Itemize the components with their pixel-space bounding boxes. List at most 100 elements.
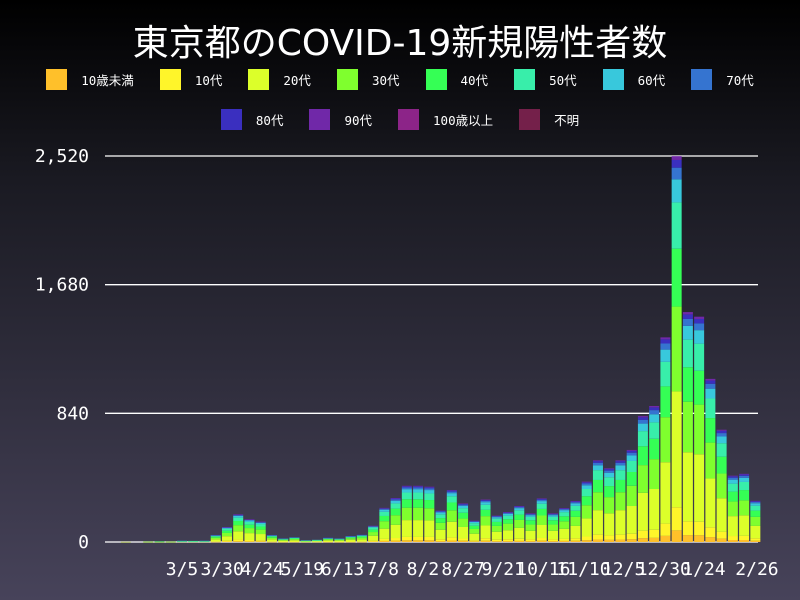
bar-segment: [278, 539, 289, 541]
bar-segment: [592, 462, 603, 466]
bar-segment: [424, 500, 435, 509]
x-tick-label: 5/19: [281, 559, 324, 580]
bar-segment: [424, 490, 435, 494]
bar-segment: [177, 540, 187, 542]
bar-segment: [368, 529, 379, 533]
bar-segment: [469, 528, 480, 534]
bar-segment: [458, 538, 469, 541]
bar-segment: [570, 505, 581, 511]
bar-segment: [626, 533, 637, 540]
bar-segment: [345, 537, 356, 539]
bar-segment: [323, 539, 334, 541]
bar-segment: [682, 314, 693, 319]
bar-segment: [120, 541, 131, 543]
bar-segment: [660, 339, 671, 344]
bar-segment: [694, 318, 705, 324]
legend-item: 80代: [220, 109, 283, 130]
bar-segment: [278, 541, 289, 543]
bar-segment: [536, 499, 547, 502]
bar-segment: [311, 539, 322, 541]
bar-segment: [356, 537, 367, 540]
bar-segment: [469, 541, 480, 542]
bar-segment: [547, 520, 558, 525]
bar-segment: [469, 521, 480, 524]
bar-segment: [244, 520, 255, 522]
bar-segment: [233, 541, 244, 542]
bar-segment: [379, 508, 390, 509]
bar-segment: [559, 538, 570, 541]
x-tick-label: 3/30: [200, 559, 243, 580]
bar-segment: [199, 541, 210, 543]
bar-segment: [390, 538, 401, 541]
bar-segment: [356, 534, 367, 536]
bar-segment: [368, 527, 379, 530]
bar-segment: [255, 524, 266, 527]
bar-segment: [694, 330, 705, 344]
bar-segment: [345, 539, 356, 542]
bar-segment: [401, 485, 412, 487]
bar-segment: [458, 512, 469, 519]
legend-label: 10歳未満: [81, 73, 134, 88]
bar-segment: [379, 540, 390, 542]
bar-segment: [390, 499, 401, 501]
bar-segment: [368, 541, 379, 543]
bar-segment: [547, 516, 558, 521]
bar-segment: [379, 511, 390, 516]
bar-segment: [435, 539, 446, 542]
bar-segment: [233, 539, 244, 542]
bar-segment: [334, 539, 345, 541]
chart-title: 東京都のCOVID-19新規陽性者数: [132, 23, 668, 64]
bar-segment: [559, 510, 570, 513]
bar-segment: [547, 513, 558, 514]
legend-swatch: [425, 69, 447, 90]
bar-segment: [458, 526, 469, 539]
bar-segment: [592, 510, 603, 535]
bar-segment: [649, 459, 660, 490]
bar-segment: [244, 528, 255, 534]
bar-segment: [435, 510, 446, 512]
bar-segment: [458, 540, 469, 542]
bar-segment: [244, 541, 255, 542]
bar-segment: [311, 541, 322, 542]
bar-segment: [491, 541, 502, 542]
bar-segment: [547, 514, 558, 516]
bar-segment: [705, 398, 716, 419]
bar-segment: [469, 520, 480, 522]
legend-label: 10代: [194, 73, 223, 88]
bar-segment: [514, 510, 525, 515]
bar-segment: [435, 522, 446, 530]
legend-label: 100歳以上: [433, 113, 494, 128]
bar-segment: [525, 514, 536, 516]
bar-segment: [559, 508, 570, 509]
x-tick-label: 4/24: [241, 559, 284, 580]
bar-segment: [323, 541, 334, 543]
bar-segment: [525, 513, 536, 515]
bar-segment: [671, 391, 682, 508]
bar-segment: [424, 540, 435, 542]
bar-segment: [727, 476, 738, 478]
bar-segment: [604, 535, 615, 540]
bar-segment: [390, 498, 401, 500]
bar-segment: [570, 540, 581, 542]
legend-swatch: [159, 69, 181, 90]
bar-segment: [435, 514, 446, 519]
bar-segment: [289, 541, 300, 543]
bar-segment: [694, 370, 705, 405]
bar-segment: [300, 540, 311, 541]
bar-segment: [592, 470, 603, 480]
bar-segment: [491, 516, 502, 518]
bar-segment: [177, 541, 187, 543]
bar-segment: [255, 522, 266, 525]
bar-segment: [649, 529, 660, 538]
bar-segment: [221, 526, 232, 528]
bar-segment: [289, 537, 300, 539]
bar-segment: [514, 507, 525, 509]
legend-item: 不明: [519, 109, 579, 130]
bar-segment: [503, 512, 514, 514]
bar-segment: [716, 473, 727, 499]
bar-segment: [705, 380, 716, 384]
bar-segment: [165, 541, 176, 543]
bar-segment: [424, 508, 435, 521]
bar-segment: [671, 248, 682, 307]
bar-segment: [637, 423, 648, 432]
